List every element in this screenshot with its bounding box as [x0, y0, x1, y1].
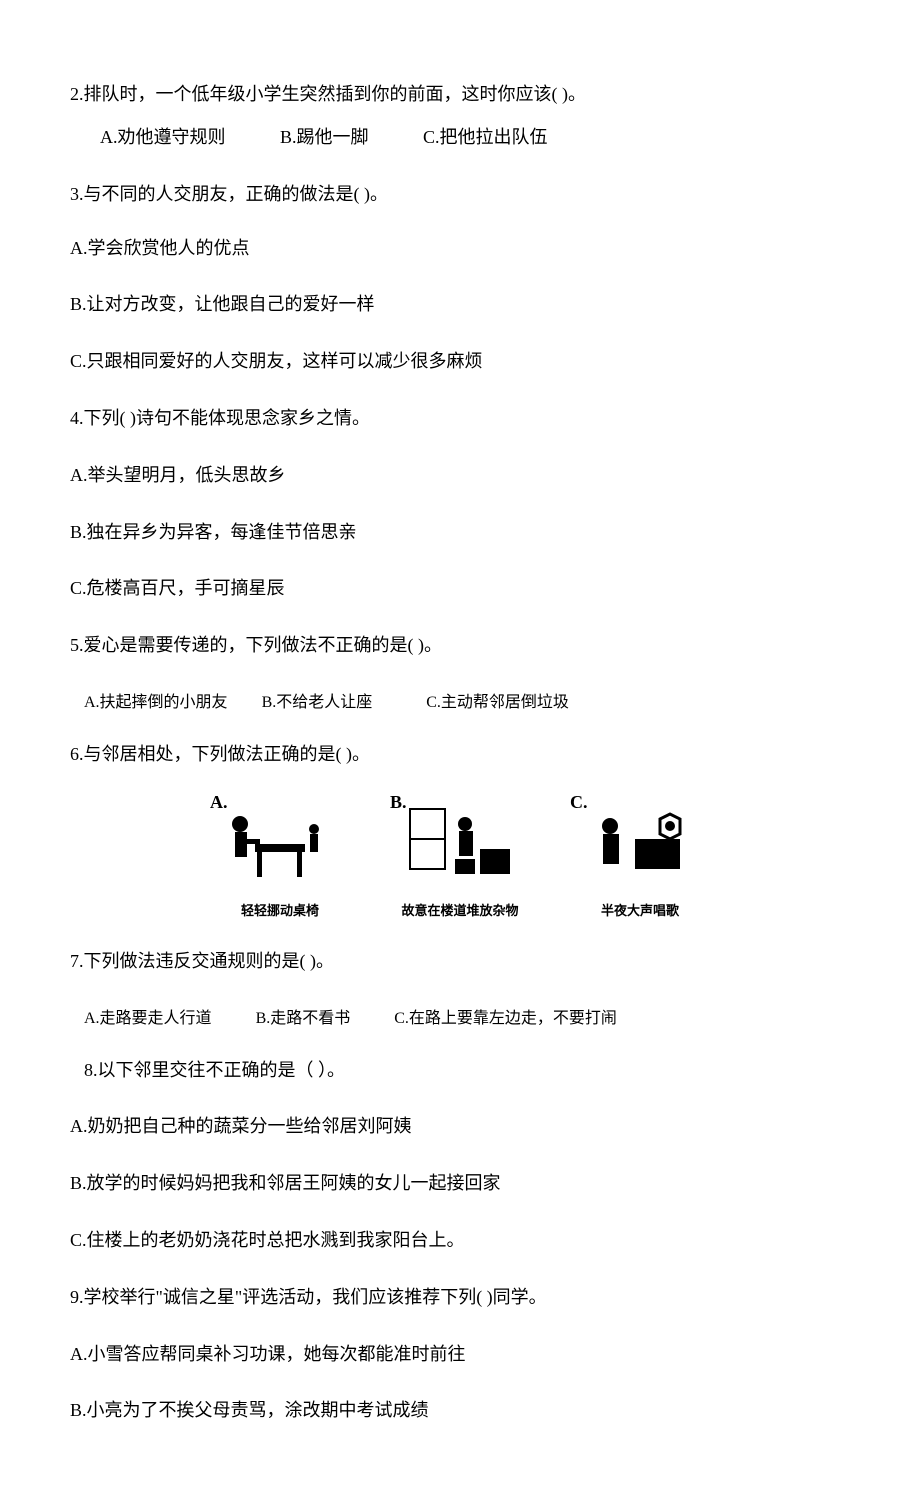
question-5-option-a: A.扶起摔倒的小朋友	[84, 694, 228, 711]
question-8-text: 8.以下邻里交往不正确的是（ ）。	[84, 1056, 850, 1085]
question-9-option-a: A.小雪答应帮同桌补习功课，她每次都能准时前往	[70, 1340, 850, 1369]
question-2-option-a: A.劝他遵守规则	[100, 127, 226, 147]
question-5-text: 5.爱心是需要传递的，下列做法不正确的是( )。	[70, 631, 850, 660]
question-2-option-b: B.踢他一脚	[280, 127, 369, 147]
question-5-option-c: C.主动帮邻居倒垃圾	[426, 694, 569, 711]
question-6-image-c: C. 半夜大声唱歌	[565, 797, 715, 919]
question-5-option-b: B.不给老人让座	[262, 694, 373, 711]
question-7-options: A.走路要走人行道 B.走路不看书 C.在路上要靠左边走，不要打闹	[84, 1004, 850, 1028]
question-4-text: 4.下列( )诗句不能体现思念家乡之情。	[70, 404, 850, 433]
question-7-option-c: C.在路上要靠左边走，不要打闹	[394, 1010, 617, 1027]
sketch-corridor-junk-icon	[395, 804, 525, 884]
question-8-option-c: C.住楼上的老奶奶浇花时总把水溅到我家阳台上。	[70, 1226, 850, 1255]
question-7-text: 7.下列做法违反交通规则的是( )。	[70, 947, 850, 976]
question-6-image-a: A. 轻轻挪动桌椅	[205, 797, 355, 919]
question-2-option-c: C.把他拉出队伍	[423, 127, 548, 147]
question-8-option-a: A.奶奶把自己种的蔬菜分一些给邻居刘阿姨	[70, 1112, 850, 1141]
question-2-options: A.劝他遵守规则 B.踢他一脚 C.把他拉出队伍	[100, 123, 850, 152]
question-5-options: A.扶起摔倒的小朋友 B.不给老人让座 C.主动帮邻居倒垃圾	[84, 688, 850, 712]
image-b-label: B.	[390, 792, 407, 813]
image-b-caption: 故意在楼道堆放杂物	[385, 900, 535, 919]
image-c-label: C.	[570, 792, 588, 813]
question-3-option-b: B.让对方改变，让他跟自己的爱好一样	[70, 290, 850, 319]
sketch-loud-singing-icon	[575, 804, 705, 884]
image-a-placeholder: A.	[205, 797, 355, 892]
image-c-caption: 半夜大声唱歌	[565, 900, 715, 919]
question-6-text: 6.与邻居相处，下列做法正确的是( )。	[70, 740, 850, 769]
question-4-option-a: A.举头望明月，低头思故乡	[70, 461, 850, 490]
question-3-option-c: C.只跟相同爱好的人交朋友，这样可以减少很多麻烦	[70, 347, 850, 376]
question-7-option-a: A.走路要走人行道	[84, 1010, 212, 1027]
question-2-text: 2.排队时，一个低年级小学生突然插到你的前面，这时你应该( )。	[70, 80, 850, 109]
question-8-option-b: B.放学的时候妈妈把我和邻居王阿姨的女儿一起接回家	[70, 1169, 850, 1198]
sketch-move-chair-icon	[215, 804, 345, 884]
question-9-text: 9.学校举行"诚信之星"评选活动，我们应该推荐下列( )同学。	[70, 1283, 850, 1312]
question-7-option-b: B.走路不看书	[256, 1010, 351, 1027]
question-9-option-b: B.小亮为了不挨父母责骂，涂改期中考试成绩	[70, 1396, 850, 1425]
question-2: 2.排队时，一个低年级小学生突然插到你的前面，这时你应该( )。 A.劝他遵守规…	[70, 80, 850, 152]
question-3-text: 3.与不同的人交朋友，正确的做法是( )。	[70, 180, 850, 206]
question-6-image-b: B. 故意在楼道堆放杂物	[385, 797, 535, 919]
question-3-option-a: A.学会欣赏他人的优点	[70, 234, 850, 263]
question-4-option-c: C.危楼高百尺，手可摘星辰	[70, 574, 850, 603]
image-b-placeholder: B.	[385, 797, 535, 892]
question-4-option-b: B.独在异乡为异客，每逢佳节倍思亲	[70, 518, 850, 547]
image-a-label: A.	[210, 792, 228, 813]
image-a-caption: 轻轻挪动桌椅	[205, 900, 355, 919]
image-c-placeholder: C.	[565, 797, 715, 892]
question-6-images: A. 轻轻挪动桌椅 B.	[70, 797, 850, 919]
